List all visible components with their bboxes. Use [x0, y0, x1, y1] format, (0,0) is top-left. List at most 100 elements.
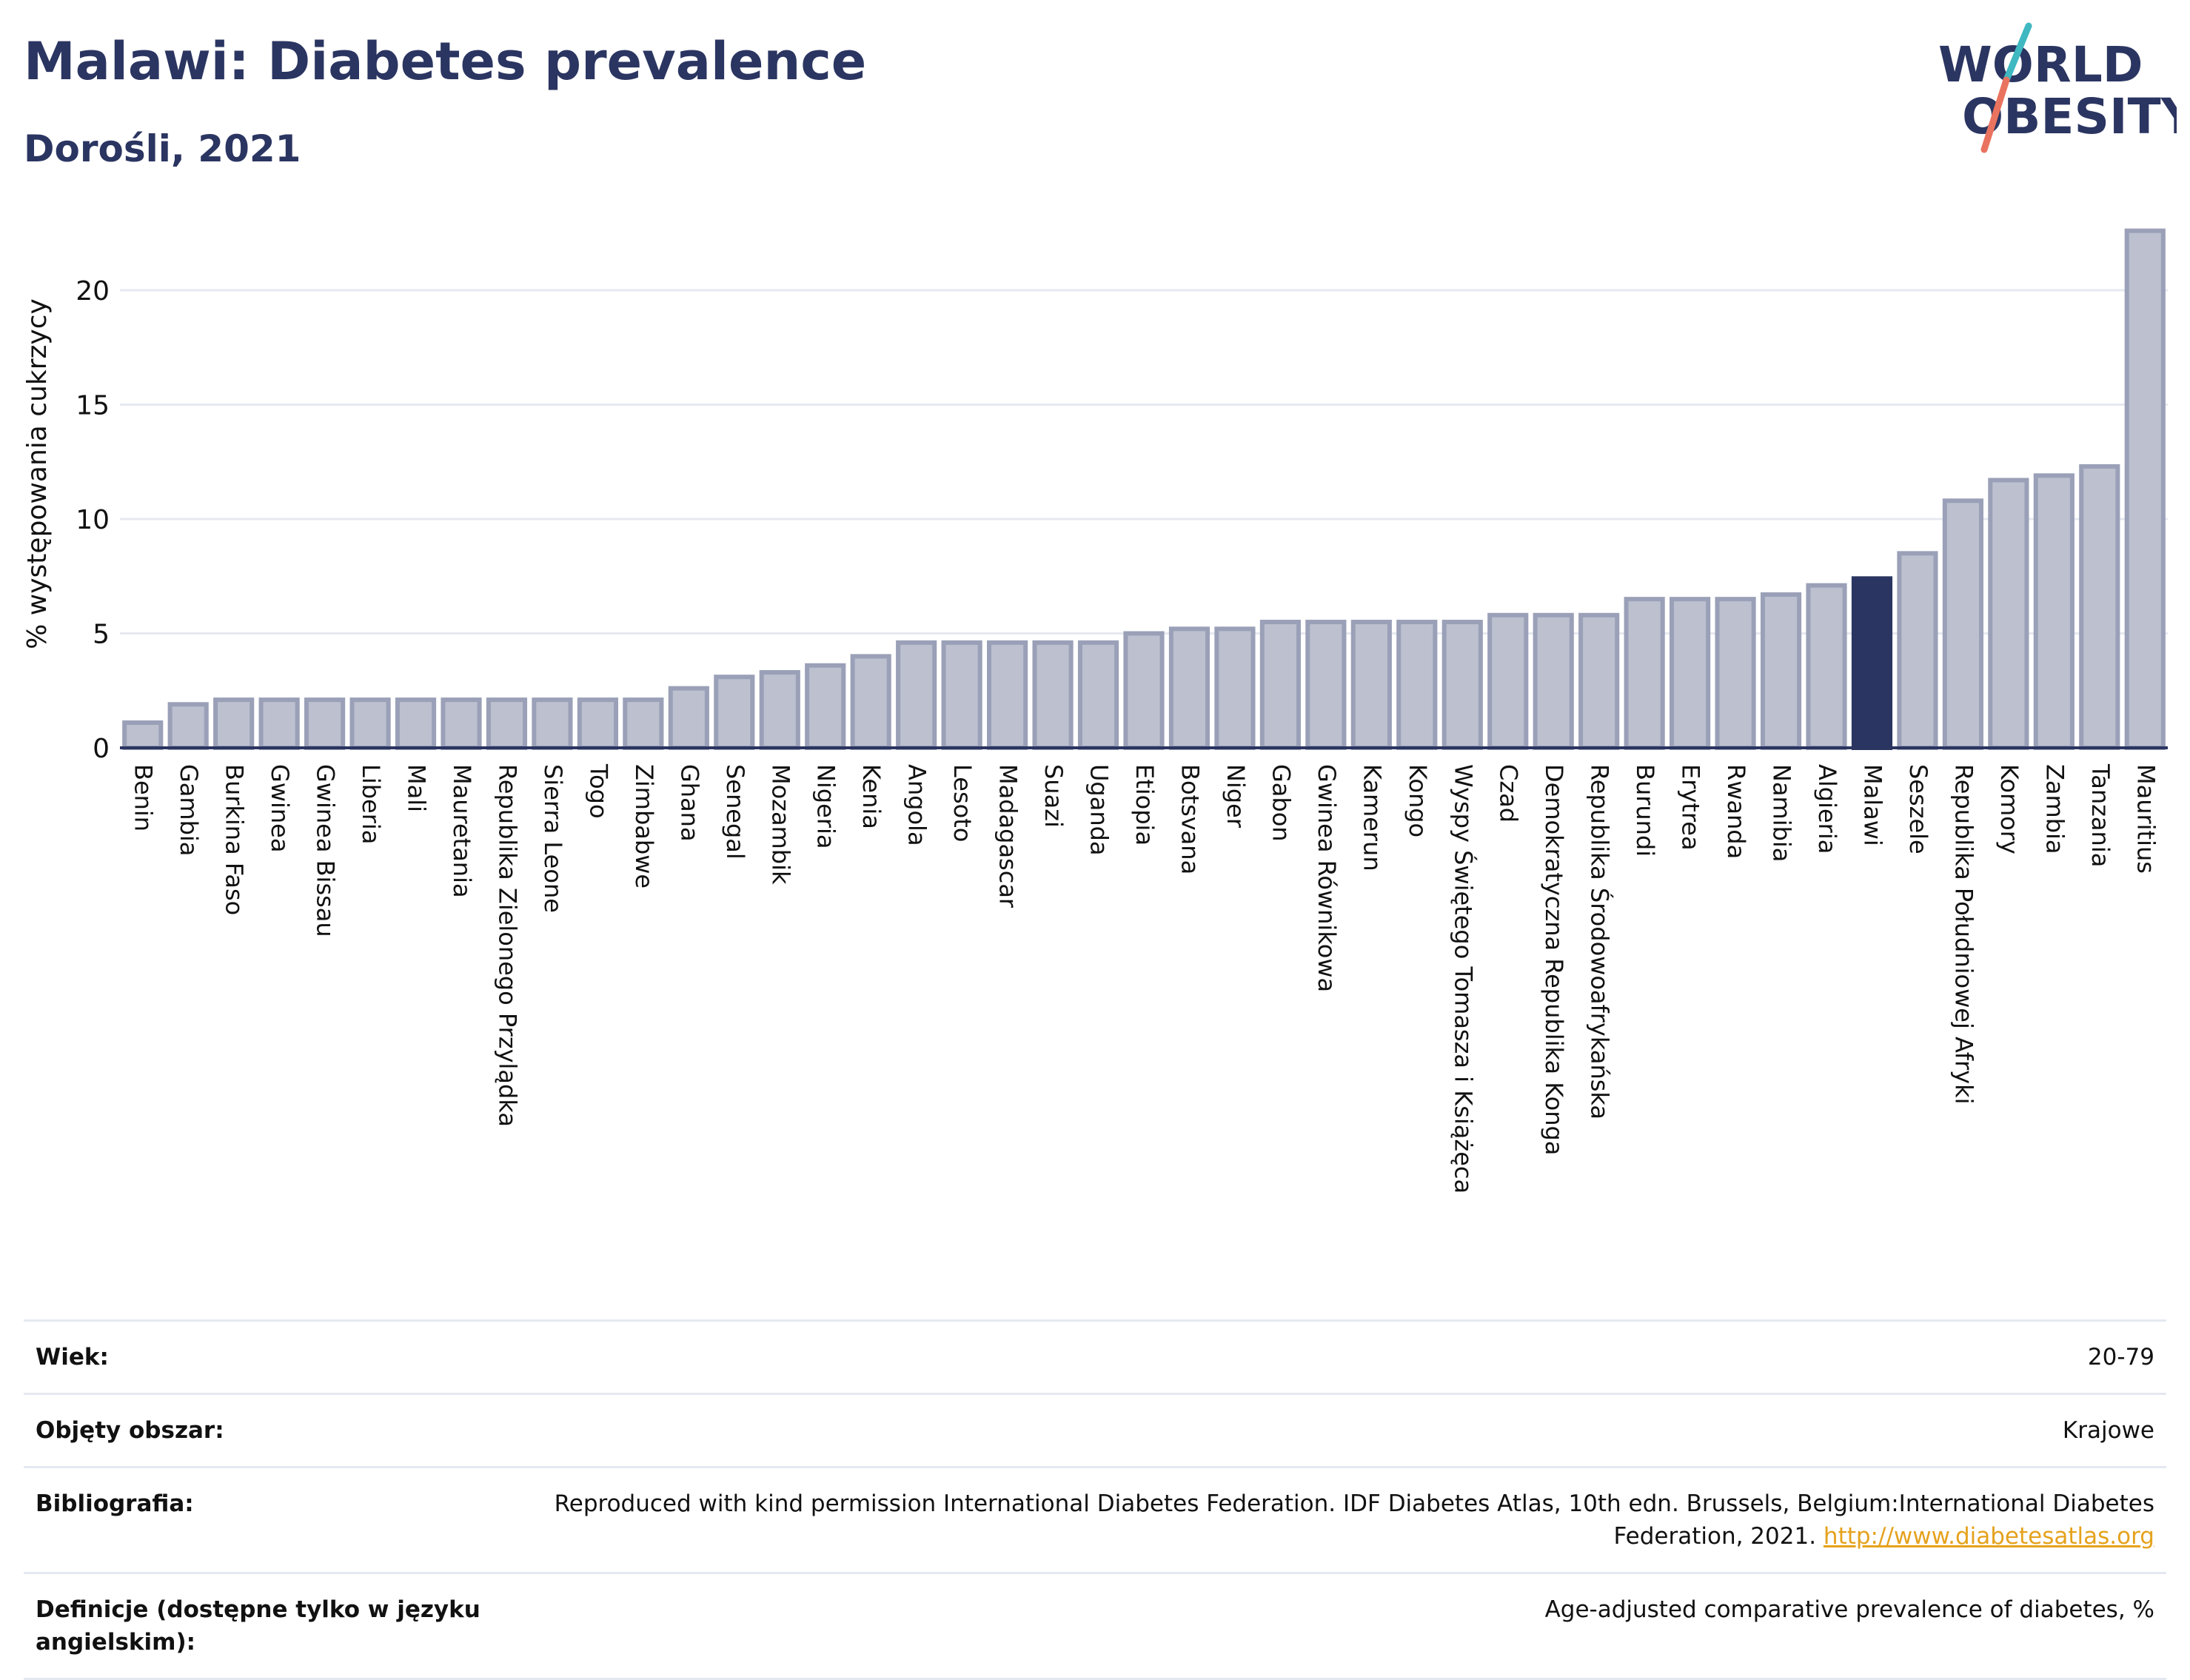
x-tick-label: Suazi	[1039, 764, 1068, 828]
x-tick-label: Erytrea	[1677, 764, 1705, 851]
logo-line1: WORLD	[1938, 36, 2143, 93]
bar	[1259, 620, 1301, 750]
y-tick-label: 5	[93, 620, 110, 650]
bar-highlighted	[1851, 576, 1893, 751]
bar	[1533, 612, 1574, 751]
x-tick-label: Republika Zielonego Przylądka	[493, 764, 521, 1127]
bar	[532, 697, 573, 750]
x-tick-label: Lesoto	[948, 764, 977, 842]
bar	[1077, 640, 1119, 750]
y-axis-label: % występowania cukrzycy	[22, 298, 53, 649]
bibliography-link[interactable]: http://www.diabetesatlas.org	[1823, 1523, 2154, 1550]
x-tick-label: Tanzania	[2086, 763, 2114, 867]
bar	[941, 640, 982, 750]
y-tick-label: 10	[76, 505, 110, 535]
info-label: Bibliografia:	[24, 1466, 506, 1574]
bar	[2124, 228, 2166, 751]
info-label: Objęty obszar:	[24, 1393, 506, 1468]
bars	[122, 228, 2166, 751]
bar	[1305, 620, 1347, 750]
x-tick-label: Republika Południowej Afryki	[1949, 764, 1978, 1105]
bar	[1715, 597, 1756, 751]
x-tick-label: Rwanda	[1722, 764, 1750, 859]
bar	[2079, 463, 2120, 750]
bar	[850, 654, 891, 751]
bar	[1214, 626, 1256, 750]
x-tick-label: Senegal	[721, 764, 749, 860]
bar	[213, 697, 255, 750]
bar	[167, 702, 209, 750]
x-tick-label: Benin	[130, 764, 158, 831]
info-label: Definicje (dostępne tylko w języku angie…	[24, 1572, 506, 1680]
bibliography-text: Reproduced with kind permission Internat…	[554, 1490, 2154, 1550]
x-tick-label: Kamerun	[1358, 764, 1386, 871]
x-tick-label: Namibia	[1768, 764, 1796, 862]
x-tick-label: Liberia	[357, 764, 385, 844]
x-tick-label: Seszele	[1904, 764, 1932, 854]
x-tick-label: Malawi	[1858, 764, 1886, 846]
bar	[1032, 640, 1074, 750]
bar	[1760, 592, 1802, 750]
bar	[759, 670, 800, 751]
info-value: 20-79	[506, 1319, 2166, 1395]
bar	[258, 697, 300, 750]
x-tick-label: Czad	[1495, 764, 1523, 823]
x-tick-label: Gwinea	[266, 764, 294, 852]
bar	[1487, 612, 1529, 751]
bar	[1670, 597, 1711, 751]
x-tick-label: Niger	[1222, 764, 1250, 829]
x-tick-label: Zambia	[2040, 764, 2069, 854]
bar	[714, 675, 755, 751]
bar	[395, 697, 437, 750]
info-row-coverage: Objęty obszar: Krajowe	[24, 1393, 2166, 1468]
bar	[987, 640, 1028, 750]
bar	[1897, 551, 1938, 750]
bar	[486, 697, 528, 750]
bar-chart: 0 5 10 15 20 Benin Gambia Burkina Faso Gwinea Gw…	[22, 228, 2168, 1194]
bar	[2033, 473, 2075, 750]
y-tick-label: 15	[76, 391, 110, 421]
info-table: Wiek: 20-79 Objęty obszar: Krajowe Bibli…	[24, 1319, 2166, 1680]
bar	[1578, 612, 1620, 751]
x-tick-label: Botsvana	[1176, 764, 1204, 874]
y-tick-label: 20	[76, 276, 110, 307]
bar	[1168, 626, 1210, 750]
bar	[623, 697, 664, 750]
x-tick-label: Etiopia	[1131, 764, 1159, 846]
x-tick-label: Mauritius	[2132, 764, 2160, 874]
bar	[1942, 498, 1983, 751]
y-axis-ticks: 0 5 10 15 20	[76, 276, 110, 764]
x-tick-label: Komory	[1995, 764, 2023, 854]
info-row-definition: Definicje (dostępne tylko w języku angie…	[24, 1572, 2166, 1680]
x-tick-label: Mozambik	[766, 764, 794, 885]
bar	[577, 697, 618, 750]
x-tick-label: Togo	[584, 763, 612, 819]
bar	[668, 686, 709, 750]
info-value: Age-adjusted comparative prevalence of d…	[506, 1572, 2166, 1680]
bar	[1350, 620, 1392, 750]
info-row-age: Wiek: 20-79	[24, 1319, 2166, 1395]
x-tick-label: Demokratyczna Republika Konga	[1540, 764, 1568, 1155]
bar	[1441, 620, 1483, 750]
x-axis-labels: Benin Gambia Burkina Faso Gwinea Gwinea Biss…	[130, 763, 2160, 1194]
x-tick-label: Kongo	[1404, 764, 1432, 837]
bar	[122, 720, 164, 751]
x-tick-label: Zimbabwe	[630, 764, 658, 888]
bar	[896, 640, 937, 750]
x-tick-label: Algieria	[1813, 764, 1841, 854]
x-tick-label: Burundi	[1631, 764, 1659, 857]
world-obesity-logo: WORLD OBESITY	[1938, 22, 2177, 153]
x-tick-label: Gwinea Bissau	[312, 764, 340, 937]
info-value: Krajowe	[506, 1393, 2166, 1468]
x-tick-label: Nigeria	[812, 764, 840, 849]
bar	[1123, 631, 1165, 750]
x-tick-label: Wyspy Świętego Tomasza i Książęca	[1449, 764, 1478, 1194]
x-tick-label: Mali	[403, 764, 431, 812]
bar	[805, 663, 846, 751]
bar	[1396, 620, 1438, 750]
logo-slash-upper	[2003, 22, 2032, 84]
logo-slash-lower	[1980, 76, 2010, 153]
info-row-bibliography: Bibliografia: Reproduced with kind permi…	[24, 1466, 2166, 1574]
x-tick-label: Mauretania	[448, 764, 476, 898]
bar	[1806, 583, 1847, 750]
